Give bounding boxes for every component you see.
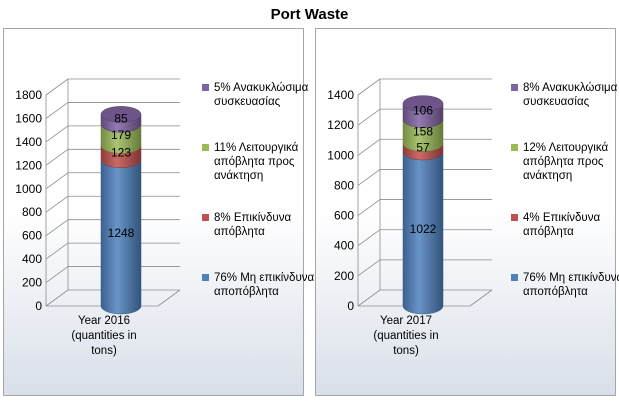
data-label: 106 — [413, 104, 433, 118]
legend-swatch — [202, 274, 209, 281]
bar-top-cap — [402, 95, 444, 112]
y-tick-label: 200 — [22, 276, 42, 290]
gridline-side — [357, 108, 381, 126]
floor-edge — [469, 289, 493, 307]
legend-swatch — [202, 144, 209, 151]
x-category-line: (quantities in — [373, 330, 439, 342]
y-tick-label: 1800 — [15, 88, 42, 102]
gridline-side — [45, 78, 69, 96]
y-tick-label: 600 — [22, 229, 42, 243]
chart-title: Port Waste — [270, 6, 349, 23]
gridline-side — [357, 259, 381, 277]
y-tick-label: 200 — [334, 269, 354, 283]
legend-item-hazardous: 8% Επικίνδυνα απόβλητα — [202, 211, 317, 239]
gridline-side — [45, 102, 69, 119]
legend-label: 11% Λειτουργικά απόβλητα προς ανάκτηση — [214, 142, 299, 182]
x-category-label: Year 2016 (quantities in tons) — [49, 314, 159, 359]
legend-label: 8% Ανακυκλώσιμα συσκευασίας — [523, 82, 618, 108]
gridline-side — [45, 125, 69, 143]
data-label: 85 — [114, 111, 128, 125]
y-tick-label: 400 — [334, 239, 354, 253]
legend-item-packaging: 5% Ανακυκλώσιμα συσκευασίας — [202, 81, 317, 109]
gridline-side — [45, 219, 69, 236]
gridline-side — [45, 242, 69, 260]
gridline-side — [45, 289, 69, 307]
legend-item-nonhazardous: 76% Μη επικίνδυνα αποπόβλητα — [202, 271, 317, 299]
gridline-side — [45, 266, 69, 283]
gridline-side — [357, 229, 381, 247]
y-tick-label: 0 — [35, 299, 42, 313]
data-label: 179 — [111, 128, 131, 142]
y-tick-label: 600 — [334, 209, 354, 223]
data-label: 158 — [413, 124, 433, 138]
legend-label: 5% Ανακυκλώσιμα συσκευασίας — [214, 82, 309, 108]
legend-swatch — [511, 144, 518, 151]
y-tick-label: 1400 — [327, 88, 354, 102]
data-label: 1248 — [108, 226, 135, 240]
x-category-line: tons) — [393, 345, 419, 357]
legend-item-nonhazardous: 76% Μη επικίνδυνα αποπόβλητα — [511, 271, 619, 299]
legend-item-hazardous: 4% Επικίνδυνα απόβλητα — [511, 211, 619, 239]
y-tick-label: 1400 — [15, 135, 42, 149]
bar-top-cap — [100, 106, 142, 123]
chart-panel-2017: 0 200 400 600 800 1000 1200 1400 1022 57 158 106 Ye… — [315, 28, 619, 396]
x-category-line: Year 2017 — [379, 315, 432, 327]
y-tick-label: 0 — [347, 299, 354, 313]
x-category-label: Year 2017 (quantities in tons) — [351, 314, 461, 359]
x-category-line: tons) — [91, 345, 117, 357]
gridline-side — [357, 169, 381, 186]
y-tick-label: 1000 — [15, 182, 42, 196]
x-category-line: Year 2016 — [77, 315, 130, 327]
y-tick-label: 1600 — [15, 111, 42, 125]
legend-item-packaging: 8% Ανακυκλώσιμα συσκευασίας — [511, 81, 619, 109]
gridline-side — [357, 199, 381, 216]
chart-2016-plot: 0 200 400 600 800 1000 1200 1400 1600 1800 1248 123… — [15, 78, 181, 315]
legend-label: 12% Λειτουργικά απόβλητα προς ανάκτηση — [523, 142, 609, 182]
data-label: 57 — [416, 141, 430, 155]
gridline-side — [45, 195, 69, 213]
y-tick-label: 1200 — [327, 118, 354, 132]
gridline-side — [45, 172, 69, 190]
data-label: 123 — [111, 145, 131, 159]
gridline-side — [45, 149, 69, 166]
y-tick-label: 800 — [334, 178, 354, 192]
gridline-side — [357, 289, 381, 307]
legend-item-recoverable: 12% Λειτουργικά απόβλητα προς ανάκτηση — [511, 141, 619, 183]
legend-label: 8% Επικίνδυνα απόβλητα — [214, 212, 292, 238]
gridline-side — [357, 138, 381, 156]
gridline-side — [357, 78, 381, 96]
legend-swatch — [511, 214, 518, 221]
floor-edge — [157, 289, 181, 307]
legend-swatch — [202, 214, 209, 221]
legend-swatch — [511, 84, 518, 91]
legend-label: 76% Μη επικίνδυνα αποπόβλητα — [523, 272, 619, 298]
legend-item-recoverable: 11% Λειτουργικά απόβλητα προς ανάκτηση — [202, 141, 317, 183]
x-category-line: (quantities in — [71, 330, 137, 342]
legend-swatch — [511, 274, 518, 281]
legend-label: 4% Επικίνδυνα απόβλητα — [523, 212, 601, 238]
y-tick-label: 1200 — [15, 158, 42, 172]
chart-2017-plot: 0 200 400 600 800 1000 1200 1400 1022 57 158 106 — [327, 78, 493, 315]
y-tick-label: 400 — [22, 252, 42, 266]
y-tick-label: 800 — [22, 205, 42, 219]
data-label: 1022 — [410, 222, 437, 236]
legend-label: 76% Μη επικίνδυνα αποπόβλητα — [214, 272, 315, 298]
chart-panel-2016: 0 200 400 600 800 1000 1200 1400 1600 1800 1248 123… — [3, 28, 314, 396]
y-tick-label: 1000 — [327, 148, 354, 162]
legend-swatch — [202, 84, 209, 91]
